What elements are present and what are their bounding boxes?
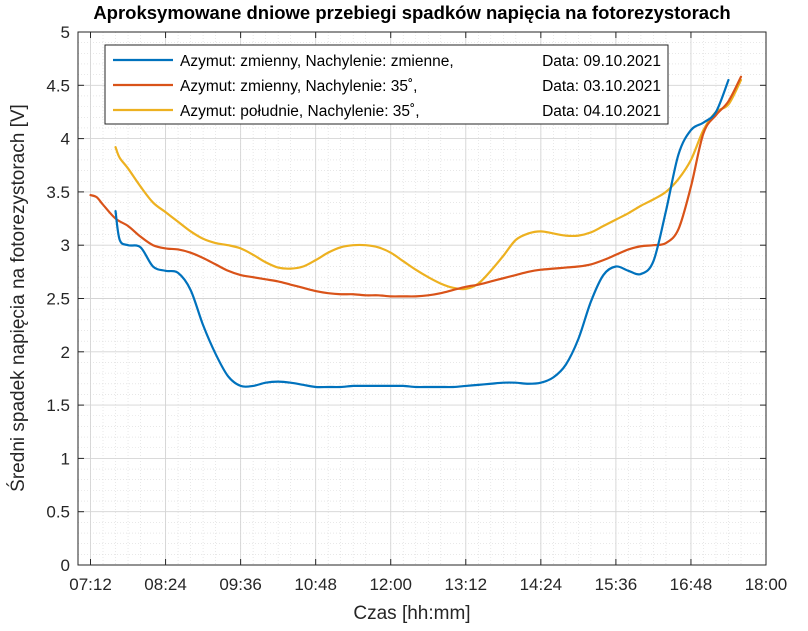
- x-tick-label: 15:36: [595, 575, 638, 594]
- legend-series-date: Data: 03.10.2021: [542, 78, 661, 95]
- legend-series-date: Data: 04.10.2021: [542, 103, 661, 120]
- y-tick-label: 1.5: [46, 396, 70, 415]
- series-line-1: [114, 78, 730, 389]
- series-layer: [89, 75, 743, 389]
- legend-series-name: Azymut: zmienny, Nachylenie: 35˚,: [180, 78, 417, 95]
- y-tick-label: 2.5: [46, 290, 70, 309]
- legend-box: [104, 44, 669, 125]
- x-tick-label: 07:12: [69, 575, 112, 594]
- legend-series-name: Azymut: południe, Nachylenie: 35˚,: [180, 103, 420, 120]
- y-axis-label: Średni spadek napięcia na fotorezystorac…: [7, 104, 29, 492]
- x-tick-label: 14:24: [520, 575, 563, 594]
- minor-grid: [78, 32, 767, 565]
- legend-series-name: Azymut: zmienny, Nachylenie: zmienne,: [180, 53, 454, 70]
- x-axis-label: Czas [hh:mm]: [353, 603, 470, 624]
- axes: [77, 31, 767, 566]
- chart-title: Aproksymowane dniowe przebiegi spadków n…: [93, 2, 730, 23]
- x-tick-label: 18:00: [745, 575, 788, 594]
- x-tick-label: 16:48: [670, 575, 713, 594]
- legend-series-date: Data: 09.10.2021: [542, 53, 661, 70]
- y-tick-label: 1: [61, 449, 70, 468]
- x-tick-label: 09:36: [219, 575, 262, 594]
- y-tick-label: 2: [61, 343, 70, 362]
- y-tick-label: 4.5: [46, 76, 70, 95]
- x-tick-label: 13:12: [445, 575, 488, 594]
- x-tick-label: 08:24: [144, 575, 187, 594]
- x-tick-label: 10:48: [294, 575, 337, 594]
- y-tick-label: 3.5: [46, 183, 70, 202]
- y-tick-label: 3: [61, 236, 70, 255]
- legend: Azymut: zmienny, Nachylenie: zmienne, Dat…: [104, 44, 669, 125]
- y-tick-labels: 0 0.5 1 1.5 2 2.5 3 3.5 4 4.5 5: [46, 23, 70, 575]
- series-line-3: [114, 78, 743, 291]
- x-tick-labels: 07:12 08:24 09:36 10:48 12:00 13:12 14:24 15:36…: [69, 575, 787, 594]
- y-tick-label: 4: [61, 130, 70, 149]
- series-line-2: [89, 75, 743, 298]
- y-tick-label: 0: [61, 556, 70, 575]
- x-tick-label: 12:00: [369, 575, 412, 594]
- y-tick-label: 5: [61, 23, 70, 42]
- y-tick-label: 0.5: [46, 503, 70, 522]
